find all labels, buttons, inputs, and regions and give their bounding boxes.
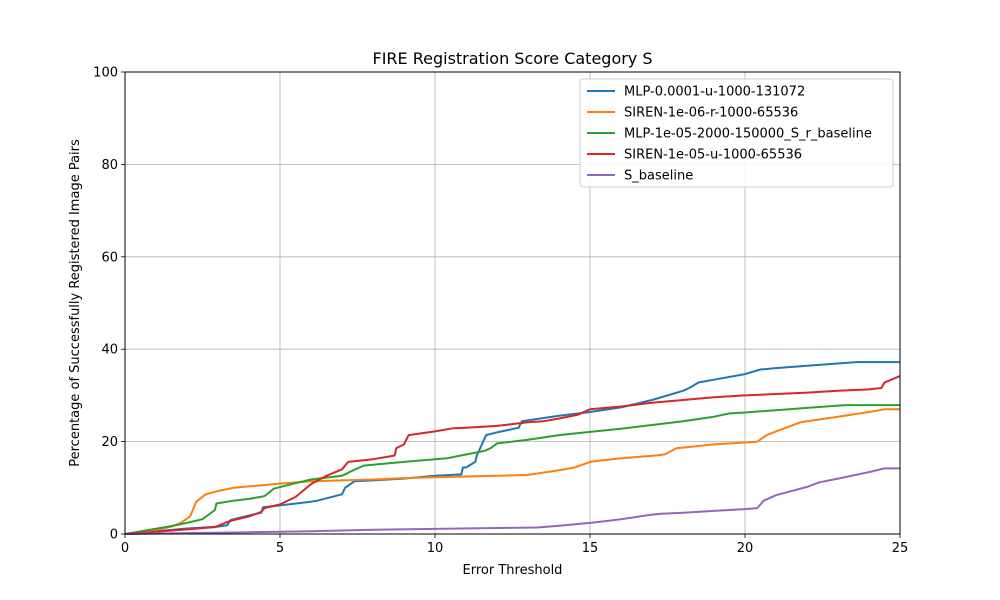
x-tick-label: 5 — [276, 541, 284, 556]
x-tick-label: 15 — [582, 541, 599, 556]
legend-label-4: SIREN-1e-05-u-1000-65536 — [624, 148, 802, 163]
legend-label-2: SIREN-1e-06-r-1000-65536 — [624, 106, 798, 121]
x-axis-label: Error Threshold — [463, 563, 563, 578]
y-tick-label: 80 — [101, 158, 118, 173]
y-tick-label: 100 — [93, 66, 118, 81]
legend: MLP-0.0001-u-1000-131072 SIREN-1e-06-r-10… — [580, 79, 893, 187]
y-tick-label: 40 — [101, 343, 118, 358]
y-tick-label: 0 — [110, 528, 118, 543]
chart-title: FIRE Registration Score Category S — [372, 49, 652, 68]
y-tick-label: 60 — [101, 250, 118, 265]
x-tick-label: 0 — [121, 541, 129, 556]
x-tick-label: 10 — [427, 541, 444, 556]
legend-label-5: S_baseline — [624, 169, 693, 184]
legend-label-3: MLP-1e-05-2000-150000_S_r_baseline — [624, 127, 872, 142]
y-tick-label: 20 — [101, 435, 118, 450]
x-tick-label: 25 — [892, 541, 909, 556]
x-tick-label: 20 — [737, 541, 754, 556]
legend-label-1: MLP-0.0001-u-1000-131072 — [624, 85, 805, 100]
y-axis-label: Percentage of Successfully Registered Im… — [68, 139, 83, 467]
